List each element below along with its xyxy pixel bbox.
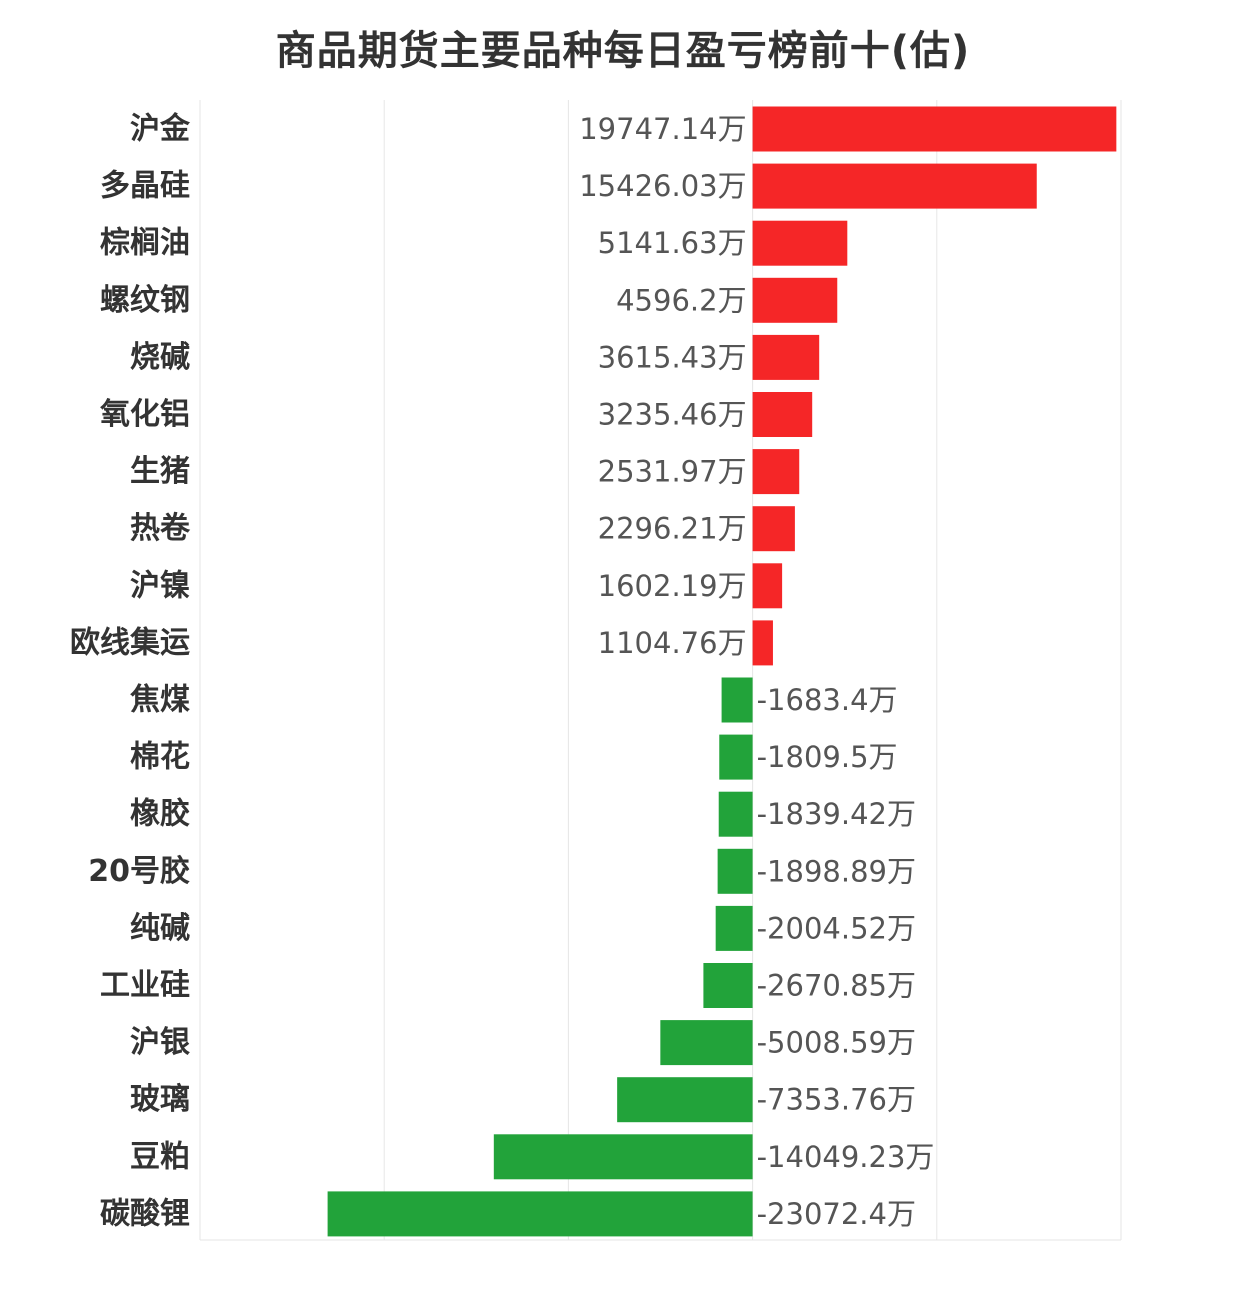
- category-label: 豆粕: [130, 1139, 190, 1174]
- category-label: 生猪: [130, 454, 190, 489]
- value-label: -1683.4万: [757, 683, 898, 717]
- value-label: -1839.42万: [757, 797, 916, 831]
- bar: [493, 1134, 753, 1180]
- bar: [752, 449, 800, 495]
- category-label: 氧化铝: [100, 397, 190, 432]
- value-label: -14049.23万: [757, 1140, 935, 1174]
- category-label: 碳酸锂: [100, 1196, 190, 1231]
- bar: [718, 791, 753, 837]
- category-label: 烧碱: [130, 340, 190, 375]
- value-label: 3235.46万: [598, 398, 747, 432]
- chart-title: 商品期货主要品种每日盈亏榜前十(估): [275, 28, 971, 74]
- bar: [752, 392, 813, 437]
- bar: [703, 963, 753, 1008]
- bar: [617, 1077, 753, 1123]
- bar: [752, 620, 773, 666]
- value-label: -2670.85万: [757, 969, 916, 1003]
- value-labels: 19747.14万 15426.03万 5141.63万 4596.2万 3615.43…: [579, 112, 934, 1231]
- value-label: 1602.19万: [598, 569, 747, 603]
- bar: [752, 506, 795, 552]
- value-label: 2531.97万: [598, 455, 747, 489]
- bar: [721, 677, 753, 723]
- bar: [752, 106, 1117, 152]
- value-label: -1809.5万: [757, 740, 898, 774]
- value-label: -23072.4万: [757, 1197, 916, 1231]
- category-label: 螺纹钢: [100, 283, 190, 318]
- value-label: -1898.89万: [757, 854, 916, 888]
- bars: [327, 106, 1117, 1237]
- value-label: -5008.59万: [757, 1026, 916, 1060]
- category-label: 多晶硅: [100, 169, 190, 204]
- bar: [752, 163, 1037, 209]
- value-label: -7353.76万: [757, 1083, 916, 1117]
- bar: [715, 905, 753, 951]
- category-label: 橡胶: [130, 797, 190, 832]
- bar: [327, 1191, 753, 1237]
- category-label: 棉花: [130, 740, 190, 775]
- category-label: 热卷: [130, 511, 191, 546]
- category-label: 20号胶: [88, 854, 190, 889]
- category-label: 玻璃: [130, 1082, 190, 1117]
- value-label: 2296.21万: [598, 512, 747, 546]
- category-label: 焦煤: [130, 683, 190, 718]
- value-label: 1104.76万: [598, 626, 747, 660]
- value-label: 19747.14万: [579, 112, 746, 146]
- category-label: 沪镍: [130, 568, 190, 603]
- bar: [752, 277, 838, 323]
- value-label: 5141.63万: [598, 226, 747, 260]
- value-label: 15426.03万: [579, 169, 746, 203]
- category-label: 工业硅: [100, 968, 190, 1003]
- bar: [752, 220, 848, 266]
- bar: [717, 848, 753, 894]
- category-label: 欧线集运: [70, 625, 190, 660]
- bar: [660, 1020, 753, 1066]
- value-label: -2004.52万: [757, 911, 916, 945]
- bar: [719, 734, 753, 780]
- category-label: 沪银: [130, 1025, 190, 1060]
- value-label: 4596.2万: [616, 283, 746, 317]
- value-label: 3615.43万: [598, 340, 747, 374]
- category-label: 纯碱: [130, 911, 190, 946]
- bar: [752, 334, 820, 380]
- category-label: 棕榈油: [100, 226, 190, 261]
- grid-lines: [199, 100, 1122, 1241]
- bar: [752, 563, 783, 609]
- category-label: 沪金: [130, 112, 191, 147]
